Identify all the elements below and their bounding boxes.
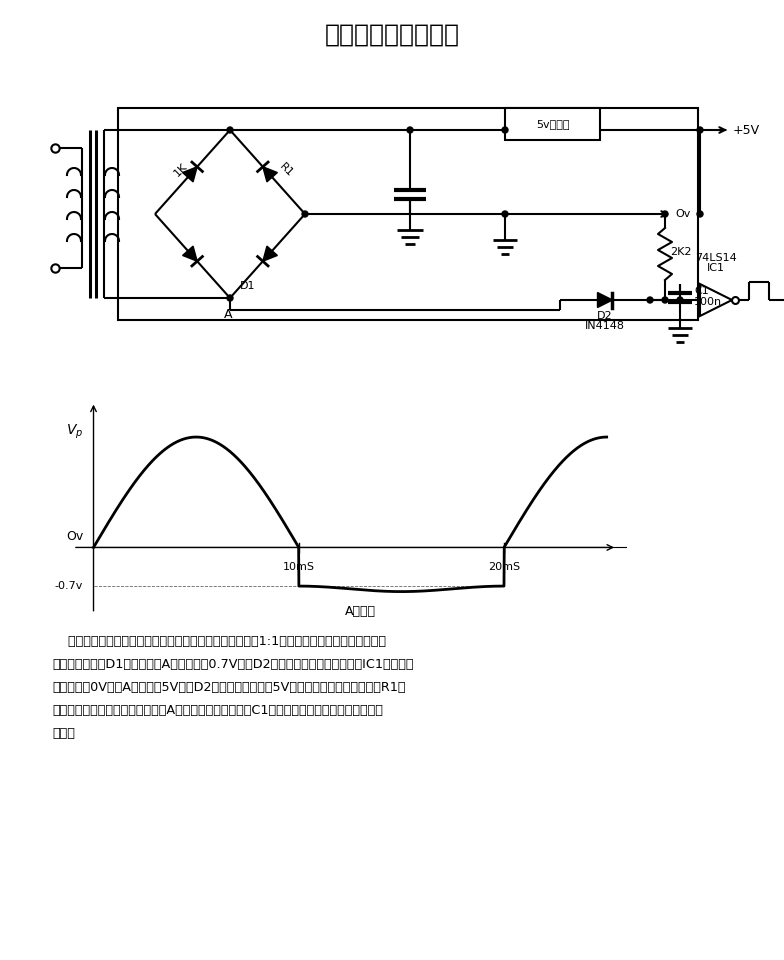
Circle shape bbox=[677, 297, 683, 303]
Polygon shape bbox=[183, 246, 197, 261]
Text: 20mS: 20mS bbox=[488, 562, 520, 572]
Text: 用的。: 用的。 bbox=[52, 727, 75, 740]
Text: 2K2: 2K2 bbox=[670, 247, 691, 257]
Circle shape bbox=[407, 127, 413, 133]
Text: +5V: +5V bbox=[733, 124, 760, 136]
Circle shape bbox=[662, 297, 668, 303]
Text: 1K: 1K bbox=[172, 161, 189, 179]
Circle shape bbox=[227, 295, 233, 301]
Text: Ov: Ov bbox=[66, 530, 83, 543]
Text: 74LS14: 74LS14 bbox=[695, 253, 737, 263]
Polygon shape bbox=[263, 167, 278, 181]
Polygon shape bbox=[263, 246, 278, 261]
Circle shape bbox=[502, 211, 508, 217]
Polygon shape bbox=[700, 284, 732, 316]
Text: 只需用三个元件和一个缓冲器，即可由电网取得占空比为1:1的电网频率方波。在交变的半周: 只需用三个元件和一个缓冲器，即可由电网取得占空比为1:1的电网频率方波。在交变的… bbox=[52, 635, 386, 648]
Polygon shape bbox=[183, 167, 197, 181]
Circle shape bbox=[302, 211, 308, 217]
Text: 100n: 100n bbox=[694, 297, 722, 307]
Text: D2: D2 bbox=[597, 311, 613, 321]
Text: A: A bbox=[223, 307, 232, 321]
Circle shape bbox=[697, 211, 703, 217]
Text: IN4148: IN4148 bbox=[585, 321, 625, 331]
Text: 目的是当二极管桥路不导通时，使A点保持不失真的波形。C1虽非必要，但对消除过渡过程是有: 目的是当二极管桥路不导通时，使A点保持不失真的波形。C1虽非必要，但对消除过渡过… bbox=[52, 704, 383, 717]
Circle shape bbox=[697, 127, 703, 133]
Text: $V_p$: $V_p$ bbox=[66, 422, 83, 441]
Text: 5v稳压器: 5v稳压器 bbox=[535, 119, 569, 129]
Circle shape bbox=[502, 127, 508, 133]
Polygon shape bbox=[597, 293, 612, 307]
Text: 10mS: 10mS bbox=[283, 562, 314, 572]
Bar bbox=[118, 108, 698, 320]
Circle shape bbox=[662, 211, 668, 217]
Text: IC1: IC1 bbox=[707, 263, 725, 273]
Text: Ov: Ov bbox=[675, 209, 691, 219]
Text: 期间，桥路中的D1仍有效地将A点箝位于－0.7V，将D2上的正向压降抵消，使加到IC1输入端上: 期间，桥路中的D1仍有效地将A点箝位于－0.7V，将D2上的正向压降抵消，使加到… bbox=[52, 658, 413, 671]
Text: C1: C1 bbox=[694, 286, 709, 296]
Circle shape bbox=[227, 127, 233, 133]
Text: 电网频率方波发生器: 电网频率方波发生器 bbox=[325, 23, 459, 47]
Circle shape bbox=[647, 297, 653, 303]
Bar bbox=[505, 108, 600, 140]
Text: R1: R1 bbox=[278, 161, 295, 179]
Text: D1: D1 bbox=[240, 281, 256, 291]
Text: -0.7v: -0.7v bbox=[55, 581, 83, 591]
Text: A点波形: A点波形 bbox=[345, 605, 376, 618]
Text: 的电压接近0V。当A点超过＋5V时，D2被反偏并保持在＋5V上。变压器次级需要接负载R1，: 的电压接近0V。当A点超过＋5V时，D2被反偏并保持在＋5V上。变压器次级需要接… bbox=[52, 681, 405, 694]
